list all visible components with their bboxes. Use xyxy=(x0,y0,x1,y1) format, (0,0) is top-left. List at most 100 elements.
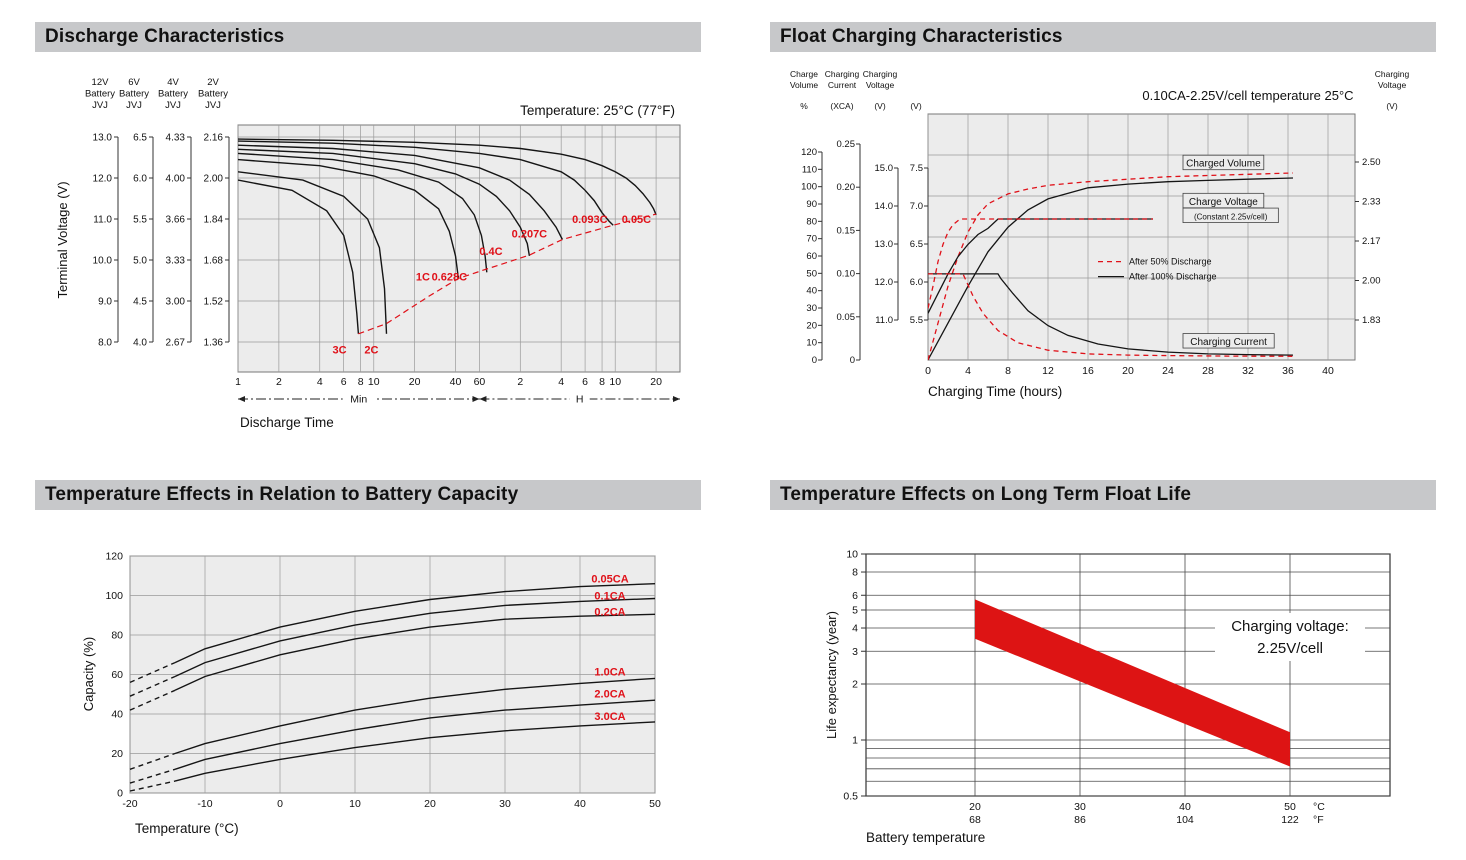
unit-label-min: Min xyxy=(350,394,367,406)
x-tick-label: 30 xyxy=(499,798,511,810)
y-tick-label: 4.33 xyxy=(166,133,186,144)
y-tick-label: 3 xyxy=(852,646,858,658)
x-tick-label-f: 86 xyxy=(1074,814,1086,826)
y-axis-unit: (V) xyxy=(874,101,886,111)
series-2.0CA-dashed xyxy=(129,768,176,784)
y-tick-label: 9.0 xyxy=(98,297,112,308)
x-tick-label: 40 xyxy=(450,376,462,388)
y-tick-label: 110 xyxy=(802,164,817,175)
y-axis-title: Terminal Voltage (V) xyxy=(55,181,70,298)
y-tick-label: 1.68 xyxy=(204,256,224,267)
y-tick-label: 6.0 xyxy=(910,277,923,288)
y-axis-header: Current xyxy=(828,80,857,90)
series-charge-voltage-after-100 xyxy=(928,218,1153,314)
series-label-0.2CA: 0.2CA xyxy=(594,606,625,618)
y-axis-header: 4V xyxy=(167,77,179,88)
y-tick-label: 100 xyxy=(801,182,817,193)
x-tick-label: 60 xyxy=(474,376,486,388)
y-tick-label: 30 xyxy=(806,303,817,314)
x-unit-celsius: °C xyxy=(1313,801,1325,813)
series-0.1CA xyxy=(174,597,656,678)
x-tick-label-c: 50 xyxy=(1284,801,1296,813)
y-tick-label: 1.36 xyxy=(204,338,224,349)
series-3C xyxy=(238,179,360,334)
x-tick-label: 10 xyxy=(368,376,380,388)
y-tick-label: 12.0 xyxy=(875,277,894,288)
x-tick-label-f: 104 xyxy=(1176,814,1194,826)
y-tick-label: 0.5 xyxy=(843,790,858,802)
y-tick-label: 50 xyxy=(806,268,817,279)
y-tick-label: 20 xyxy=(111,748,123,760)
panel-title-float-life: Temperature Effects on Long Term Float L… xyxy=(770,480,1436,510)
y-tick-label: 2 xyxy=(852,679,858,691)
y-tick-label: 7.5 xyxy=(910,163,923,174)
x-tick-label: 6 xyxy=(582,376,588,388)
curve-label: (Constant 2.25v/cell) xyxy=(1194,213,1268,222)
temperature-capacity-chart: -20 -10 0 10 20 30 40 50 0 20 40 60 80 100 120 0.05CA 0.… xyxy=(35,510,701,855)
y-tick-label: 0 xyxy=(812,355,817,366)
y-tick-label: 7.0 xyxy=(910,201,923,212)
panel-discharge-characteristics: Discharge Characteristics 1 2 4 6 8 10 20 40 60 2… xyxy=(35,22,701,465)
discharge-characteristics-chart: 1 2 4 6 8 10 20 40 60 2 4 6 8 10 20 12V Battery JVJ 13.0 12… xyxy=(35,52,701,465)
x-axis-title: Charging Time (hours) xyxy=(928,384,1062,399)
x-tick-label: 2 xyxy=(517,376,523,388)
series-2C xyxy=(238,171,388,334)
x-tick-label: 4 xyxy=(317,376,323,388)
series-label-3C: 3C xyxy=(333,344,347,356)
y-tick-label: 1.52 xyxy=(204,297,224,308)
series-label-0.4C: 0.4C xyxy=(479,246,502,258)
y-axis-title: Capacity (%) xyxy=(81,637,96,711)
y-axis-unit: (XCA) xyxy=(830,101,853,111)
series-label-2.0CA: 2.0CA xyxy=(594,688,625,700)
right-tick-label: 2.00 xyxy=(1362,276,1381,287)
y-tick-label: 3.66 xyxy=(166,215,186,226)
y-axis-header: Battery xyxy=(119,89,149,100)
y-axis-header: Charge xyxy=(790,69,818,79)
x-tick-label-f: 68 xyxy=(969,814,981,826)
y-tick-label: 70 xyxy=(806,234,817,245)
y-tick-label: 6 xyxy=(852,590,858,602)
x-tick-label: 20 xyxy=(424,798,436,810)
y-tick-label: 15.0 xyxy=(875,163,894,174)
series-2.0CA xyxy=(174,699,656,770)
y-tick-label: 5.5 xyxy=(910,315,923,326)
series-charged-volume-after-50 xyxy=(928,172,1294,361)
series-label-0.628C: 0.628C xyxy=(432,272,468,284)
y-tick-label: 8.0 xyxy=(98,338,112,349)
y-tick-label: 0.15 xyxy=(837,225,856,236)
x-tick-label: 20 xyxy=(650,376,662,388)
panel-title-float-charging: Float Charging Characteristics xyxy=(770,22,1436,52)
y-tick-label: 10 xyxy=(806,338,817,349)
series-1.0CA xyxy=(174,677,656,755)
y-tick-label: 6.5 xyxy=(910,239,923,250)
series-0.093C xyxy=(238,140,614,226)
y-tick-label: 2.67 xyxy=(166,338,186,349)
y-tick-label: 0 xyxy=(117,788,123,800)
series-0.05CA xyxy=(174,583,656,664)
y-tick-label: 120 xyxy=(801,147,817,158)
y-axis-header: JVJ xyxy=(92,100,108,111)
y-axis-header: Volume xyxy=(790,80,819,90)
y-tick-label: 11.0 xyxy=(93,215,112,226)
y-axis-header: Battery xyxy=(85,89,115,100)
x-tick-label: 12 xyxy=(1042,365,1054,377)
curve-label-box xyxy=(1182,333,1275,349)
x-tick-label: 50 xyxy=(649,798,661,810)
y-tick-label: 90 xyxy=(806,199,817,210)
float-life-band xyxy=(975,599,1290,767)
y-tick-label: 3.33 xyxy=(166,256,186,267)
annotation-bg xyxy=(1215,613,1365,661)
series-0.1CA-dashed xyxy=(129,675,176,697)
cutoff-voltage-line xyxy=(358,213,657,335)
y-axis-header: 2V xyxy=(207,77,219,88)
series-0.05CA-dashed xyxy=(129,661,176,684)
x-tick-label-f: 122 xyxy=(1281,814,1299,826)
x-tick-label: 4 xyxy=(558,376,564,388)
x-tick-label: 40 xyxy=(1322,365,1334,377)
series-0.207C xyxy=(238,144,564,240)
series-label-0.207C: 0.207C xyxy=(512,228,548,240)
y-tick-label: 6.5 xyxy=(133,133,147,144)
series-label-2C: 2C xyxy=(364,344,378,356)
series-label-3.0CA: 3.0CA xyxy=(594,711,625,723)
x-tick-label: 24 xyxy=(1162,365,1174,377)
